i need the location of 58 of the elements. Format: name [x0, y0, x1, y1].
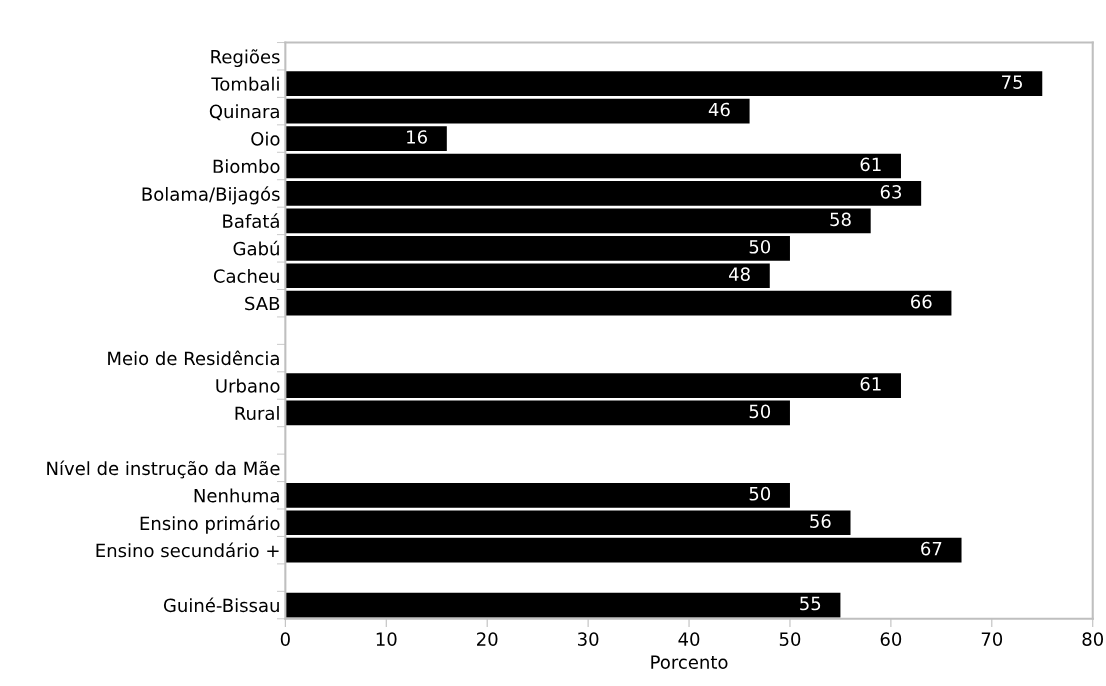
y-tick-label: SAB [245, 296, 280, 311]
y-tick-label: Regiões [211, 49, 280, 68]
x-tick-label: 30 [578, 632, 599, 646]
y-tick-label: Tombali [211, 76, 279, 91]
bar [285, 126, 447, 151]
x-tick-label: 60 [880, 632, 902, 646]
bar [285, 592, 841, 618]
data-label: 63 [880, 185, 902, 199]
y-tick-label: Meio de Residência [108, 350, 279, 366]
x-tick-label: 40 [678, 632, 700, 646]
y-tick-label: Biombo [213, 159, 280, 174]
data-label: 48 [728, 267, 750, 282]
data-label: 46 [708, 102, 730, 117]
data-label: 16 [407, 130, 427, 144]
y-tick-label: Nível de instrução da Mãe [47, 460, 280, 479]
y-tick-label: Nenhuma [194, 488, 279, 503]
bar [285, 482, 790, 508]
x-tick-label: 70 [981, 632, 1003, 646]
y-tick-label: Guiné-Bissau [163, 597, 279, 613]
x-tick-label: 20 [477, 632, 498, 646]
data-label: 61 [860, 157, 881, 172]
y-tick-label: Cacheu [213, 268, 279, 283]
y-tick-label: Oio [251, 131, 280, 146]
x-tick-label: 80 [1082, 632, 1104, 646]
y-tick-label: Ensino secundário + [96, 542, 279, 558]
data-label: 50 [749, 239, 771, 254]
bar [285, 71, 1043, 97]
data-label: 56 [810, 514, 831, 528]
data-label: 75 [1002, 75, 1022, 89]
bar [285, 537, 962, 563]
x-tick-label: 0 [280, 632, 290, 646]
data-label: 58 [830, 212, 851, 227]
y-tick-label: Bolama/Bijagós [142, 186, 280, 205]
data-label: 50 [749, 404, 771, 419]
y-tick-label: Ensino primário [140, 515, 280, 534]
bar [285, 98, 750, 124]
bar [285, 263, 770, 289]
data-label: 67 [921, 541, 942, 556]
bar [285, 208, 871, 234]
bar [285, 181, 922, 206]
bar [285, 373, 901, 398]
x-tick-label: 50 [779, 632, 801, 646]
y-tick-label: Bafatá [223, 213, 279, 229]
y-tick-label: Urbano [216, 378, 280, 393]
y-tick-label: Rural [235, 406, 279, 421]
y-tick-label: Gabú [233, 240, 279, 256]
data-label: 55 [800, 596, 821, 611]
data-label: 61 [860, 377, 881, 391]
bar [285, 290, 952, 316]
bar [285, 400, 790, 426]
x-tick-label: 10 [376, 632, 397, 646]
data-label: 66 [911, 294, 932, 309]
bar [285, 235, 790, 261]
x-axis-title: Porcento [651, 655, 728, 669]
data-label: 50 [749, 486, 771, 501]
y-tick-label: Quinara [209, 104, 279, 121]
bar [285, 153, 901, 179]
bar [285, 510, 851, 536]
